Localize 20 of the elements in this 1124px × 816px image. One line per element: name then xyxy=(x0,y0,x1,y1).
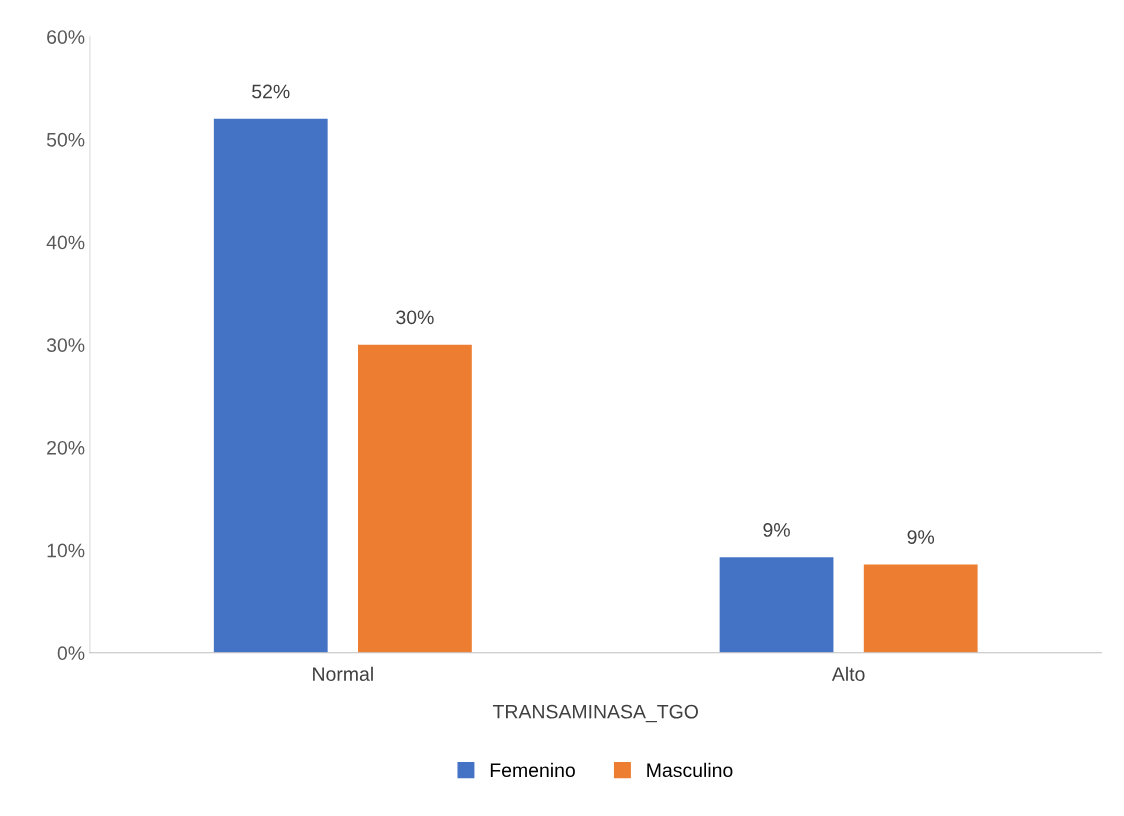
x-axis-title: TRANSAMINASA_TGO xyxy=(492,704,698,723)
bar xyxy=(719,557,834,653)
data-label: 52% xyxy=(252,84,290,99)
legend-label: Masculino xyxy=(647,762,733,778)
x-tick-label: Normal xyxy=(313,666,373,681)
y-tick-label: 40% xyxy=(46,235,85,250)
bar xyxy=(213,118,328,653)
bar xyxy=(357,344,472,653)
data-label: 9% xyxy=(763,523,790,537)
data-label: 30% xyxy=(396,310,434,325)
data-label: 9% xyxy=(907,530,935,544)
y-tick-label: 10% xyxy=(47,543,85,558)
x-tick-label: Alto xyxy=(831,666,865,681)
y-tick-label: 30% xyxy=(46,338,85,352)
y-tick-label: 20% xyxy=(47,440,85,455)
y-tick-label: 50% xyxy=(46,132,85,147)
y-tick-label: 60% xyxy=(47,30,85,44)
bar xyxy=(863,564,978,653)
y-tick-label: 0% xyxy=(57,646,85,661)
legend-label: Femenino xyxy=(490,762,575,778)
